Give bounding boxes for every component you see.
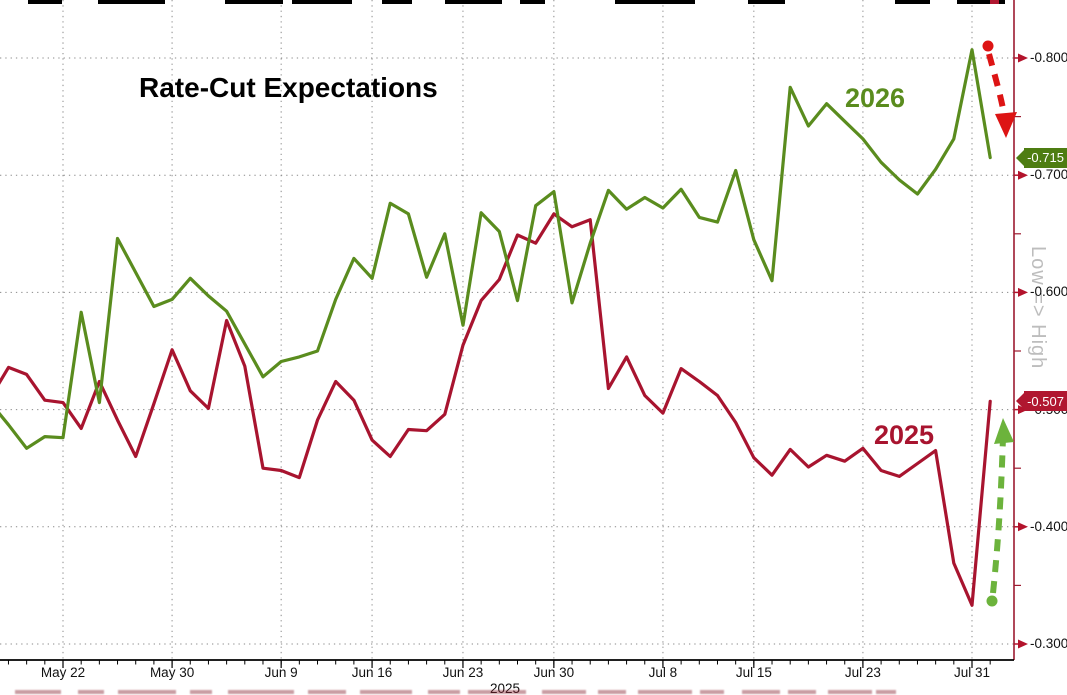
x-tick-label: May 30 xyxy=(149,665,195,680)
series-label-2025: 2025 xyxy=(874,420,935,450)
chart-title: Rate-Cut Expectations xyxy=(139,72,438,103)
x-axis-year-label: 2025 xyxy=(489,681,521,695)
cropped-footer-text-fragment xyxy=(78,690,104,694)
series-label-2026: 2026 xyxy=(845,83,906,113)
right-axis-direction-note: Low => High xyxy=(1027,246,1049,370)
cropped-footer-text-fragment xyxy=(828,690,872,694)
y-tick-arrow-marker xyxy=(1018,639,1028,649)
y-tick-label: -0.800 xyxy=(1030,50,1067,65)
cropped-footer-text-fragment xyxy=(118,690,176,694)
cropped-footer-text-fragment xyxy=(468,690,526,694)
cropped-header-red-fragment xyxy=(990,0,999,4)
cropped-footer-text-fragment xyxy=(788,690,816,694)
cropped-header-text-fragment xyxy=(98,0,165,4)
green-arrow-start-dot xyxy=(986,595,998,607)
cropped-footer-text-fragment xyxy=(700,690,724,694)
y-tick-arrow-marker xyxy=(1018,287,1028,297)
last-value-badge-2026: -0.715 xyxy=(1016,147,1067,168)
last-value-badge-2025: -0.507 xyxy=(1016,391,1067,412)
y-tick-arrow-marker xyxy=(1018,522,1028,532)
red-arrow-head xyxy=(995,112,1017,138)
x-tick-label: May 22 xyxy=(40,665,86,680)
cropped-header-text-fragment xyxy=(292,0,352,4)
x-tick-label: Jun 23 xyxy=(442,665,484,680)
cropped-footer-text-fragment xyxy=(190,690,212,694)
cropped-header-text-fragment xyxy=(895,0,930,4)
x-tick-label: Jul 31 xyxy=(953,665,991,680)
cropped-footer-text-fragment xyxy=(876,690,896,694)
cropped-footer-text-fragment xyxy=(428,690,460,694)
cropped-footer-text-fragment xyxy=(308,690,346,694)
cropped-header-text-fragment xyxy=(957,0,1005,4)
x-tick-label: Jul 8 xyxy=(648,665,678,680)
cropped-header-text-fragment xyxy=(520,0,545,4)
cropped-header-text-fragment xyxy=(748,0,785,4)
cropped-header-text-fragment xyxy=(615,0,695,4)
cropped-footer-text-fragment xyxy=(228,690,294,694)
x-tick-label: Jun 30 xyxy=(533,665,575,680)
cropped-footer-text-fragment xyxy=(15,690,61,694)
cropped-footer-text-fragment xyxy=(542,690,586,694)
x-tick-label: Jun 16 xyxy=(351,665,393,680)
y-tick-label: -0.600 xyxy=(1030,284,1067,300)
cropped-footer-text-fragment xyxy=(598,690,626,694)
green-arrow-head xyxy=(994,418,1014,444)
y-tick-label: -0.300 xyxy=(1030,636,1067,651)
x-tick-label: Jun 9 xyxy=(264,665,298,680)
cropped-header-text-fragment xyxy=(382,0,412,4)
cropped-footer-text-fragment xyxy=(638,690,692,694)
cropped-footer-text-fragment xyxy=(360,690,412,694)
cropped-footer-text-fragment xyxy=(742,690,780,694)
x-tick-label: Jul 15 xyxy=(735,665,772,680)
y-tick-arrow-marker xyxy=(1018,53,1028,63)
y-tick-label: -0.700 xyxy=(1030,167,1067,183)
y-tick-label: -0.400 xyxy=(1030,518,1067,534)
cropped-header-text-fragment xyxy=(28,0,62,4)
line-series-2025 xyxy=(0,212,992,607)
line-series-2026 xyxy=(0,48,992,450)
x-tick-label: Jul 23 xyxy=(844,665,881,680)
red-arrow-start-dot xyxy=(982,40,994,52)
cropped-header-text-fragment xyxy=(445,0,502,4)
y-tick-arrow-marker xyxy=(1018,170,1028,180)
red-dashed-arrow-shaft xyxy=(986,53,1008,121)
cropped-header-text-fragment xyxy=(225,0,283,4)
green-dashed-arrow-shaft xyxy=(990,436,1006,594)
